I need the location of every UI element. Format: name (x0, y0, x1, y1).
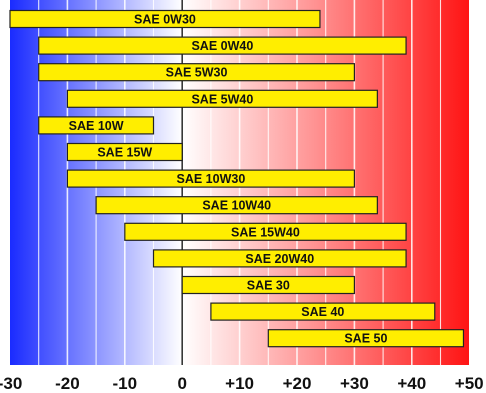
bar-label: SAE 15W40 (231, 225, 300, 239)
bar (9, 9, 321, 29)
bar-group: SAE 0W30 (9, 9, 321, 29)
bar (38, 63, 356, 82)
bar-label: SAE 40 (301, 305, 344, 319)
bar-label: SAE 10W40 (202, 199, 271, 213)
bar-label: SAE 15W (97, 146, 152, 160)
x-tick-label: -10 (113, 374, 138, 393)
bar-label: SAE 50 (344, 332, 387, 346)
bar-group: SAE 0W40 (38, 36, 407, 55)
x-tick-label: -20 (55, 374, 80, 393)
bar (38, 36, 407, 55)
bar-group: SAE 10W30 (66, 169, 356, 188)
bar (66, 89, 378, 108)
x-tick-label: -30 (0, 374, 22, 393)
bar-label: SAE 0W40 (191, 39, 253, 53)
bar-label: SAE 0W30 (134, 13, 196, 27)
bar (66, 169, 356, 188)
bar-group: SAE 15W (66, 142, 183, 162)
x-tick-label: +30 (340, 374, 369, 393)
bar-label: SAE 5W40 (191, 92, 253, 106)
bar (38, 116, 155, 135)
bar (210, 302, 436, 321)
x-tick-label: +40 (397, 374, 426, 393)
bar-group: SAE 15W40 (124, 222, 407, 241)
x-tick-label: +10 (225, 374, 254, 393)
bar-group: SAE 10W (38, 116, 155, 135)
bar (124, 222, 407, 241)
bar-group: SAE 50 (267, 329, 465, 348)
x-tick-label: 0 (177, 374, 186, 393)
x-tick-label: +50 (455, 374, 484, 393)
bar-label: SAE 30 (247, 279, 290, 293)
bar-group: SAE 30 (181, 275, 355, 295)
bar-label: SAE 10W (69, 119, 124, 133)
bar (267, 329, 465, 348)
bar-group: SAE 10W40 (95, 196, 378, 215)
bar-group: SAE 5W30 (38, 63, 356, 82)
bar (152, 249, 407, 268)
bar-group: SAE 20W40 (152, 249, 407, 268)
bar-group: SAE 40 (210, 302, 436, 321)
bar-group: SAE 5W40 (66, 89, 378, 108)
bar-label: SAE 5W30 (166, 66, 228, 80)
bar (66, 142, 183, 162)
x-tick-label: +20 (283, 374, 312, 393)
bar-label: SAE 10W30 (177, 172, 246, 186)
x-axis-tick-labels: -30 -20 -10 0 +10 +20 +30 +40 +50 (0, 374, 484, 393)
bar-label: SAE 20W40 (245, 252, 314, 266)
bar (95, 196, 378, 215)
bar (181, 275, 355, 295)
bars: SAE 0W30 SAE 0W40 SAE 5W30 SAE 5W40 SAE 10W S… (9, 9, 465, 348)
